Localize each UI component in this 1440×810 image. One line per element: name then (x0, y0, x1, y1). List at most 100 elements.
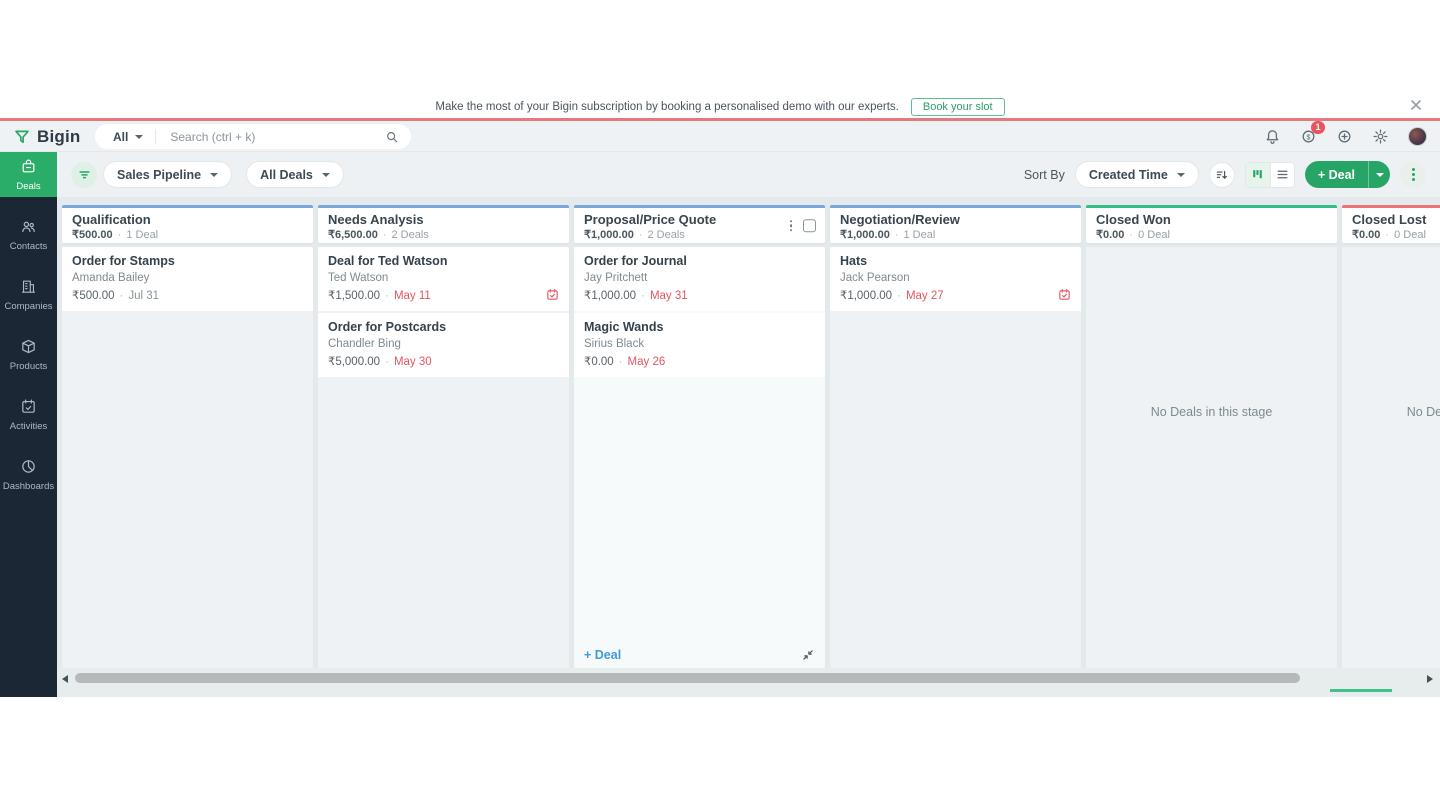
new-deal-split-button: + Deal (1304, 161, 1390, 188)
separator-dot: · (385, 290, 389, 302)
stage-deal-count: 2 Deals (391, 229, 429, 241)
notification-badge: 1 (1311, 121, 1325, 134)
stage-summary: ₹0.00 · 0 Deal (1352, 228, 1440, 242)
stage-header[interactable]: Closed Lost ₹0.00 · 0 Deal (1342, 205, 1440, 243)
chevron-down-icon (321, 172, 330, 177)
stage-header[interactable]: Proposal/Price Quote ₹1,000.00 · 2 Deals (574, 205, 825, 243)
deal-meta: ₹1,000.00 · May 31 (584, 289, 815, 304)
new-deal-button[interactable]: + Deal (1317, 167, 1355, 182)
deal-card[interactable]: Deal for Ted Watson Ted Watson ₹1,500.00 · M… (318, 247, 569, 311)
stage-amount: ₹1,000.00 (840, 229, 890, 241)
deal-meta: ₹1,500.00 · May 11 (328, 289, 559, 304)
sidebar-item-activities[interactable]: Activities (0, 392, 57, 438)
new-deal-dropdown[interactable] (1368, 161, 1390, 188)
stage-name: Negotiation/Review (840, 212, 960, 227)
sidebar-item-contacts[interactable]: Contacts (0, 212, 57, 258)
deal-card[interactable]: Order for Postcards Chandler Bing ₹5,000.0… (318, 313, 569, 377)
deal-meta: ₹5,000.00 · May 30 (328, 355, 559, 370)
sidebar-item-dashboards[interactable]: Dashboards (0, 452, 57, 498)
pipeline-selector[interactable]: Sales Pipeline (103, 161, 233, 188)
divider (155, 129, 157, 144)
quick-add-icon[interactable] (1336, 128, 1353, 145)
deal-title: Order for Stamps (72, 254, 175, 268)
horizontal-scrollbar (57, 672, 1440, 686)
separator-dot: · (1385, 229, 1390, 241)
deal-card[interactable]: Magic Wands Sirius Black ₹0.00 · May 26 (574, 313, 825, 377)
deal-close-date: May 27 (905, 290, 944, 302)
separator-dot: · (897, 290, 901, 302)
dashboards-icon (20, 458, 37, 478)
stage-name: Closed Won (1096, 212, 1171, 227)
stage-header[interactable]: Qualification ₹500.00 · 1 Deal (62, 205, 313, 243)
deal-title: Magic Wands (584, 320, 664, 334)
deals-filter-selector[interactable]: All Deals (246, 161, 344, 188)
stage-header[interactable]: Negotiation/Review ₹1,000.00 · 1 Deal (830, 205, 1081, 243)
deal-amount: ₹5,000.00 (328, 356, 381, 368)
search-input[interactable] (156, 129, 385, 144)
stage-select-checkbox[interactable] (803, 219, 816, 232)
stage-deal-count: 1 Deal (126, 229, 159, 241)
stage-name: Needs Analysis (328, 212, 424, 227)
svg-text:$: $ (1307, 133, 1311, 141)
user-avatar[interactable] (1408, 127, 1427, 146)
subscription-credits-icon[interactable]: $ 1 (1300, 121, 1325, 145)
scroll-left-arrow[interactable] (62, 675, 68, 683)
companies-icon (20, 278, 37, 298)
kanban-view-icon[interactable] (1245, 162, 1270, 187)
collapse-stage-icon[interactable] (801, 648, 815, 662)
deal-card[interactable]: Order for Journal Jay Pritchett ₹1,000.00 ·… (574, 247, 825, 311)
add-deal-link[interactable]: + Deal (584, 647, 622, 662)
sidebar-item-products[interactable]: Products (0, 332, 57, 378)
sidebar-item-deals[interactable]: Deals (0, 152, 57, 197)
deals-filter-value: All Deals (260, 167, 313, 182)
deal-amount: ₹1,500.00 (328, 290, 381, 302)
separator-dot: · (385, 356, 389, 368)
sort-order-icon[interactable] (1208, 161, 1235, 188)
separator-dot: · (641, 290, 645, 302)
deal-close-date: May 11 (393, 290, 431, 302)
stage-summary: ₹6,500.00 · 2 Deals (328, 228, 559, 242)
deals-toolbar: Sales Pipeline All Deals Sort By Created… (57, 152, 1440, 197)
search-scope-dropdown[interactable]: All (95, 130, 155, 144)
stage-header-actions (788, 218, 816, 234)
settings-gear-icon[interactable] (1372, 128, 1389, 145)
sidebar-item-companies[interactable]: Companies (0, 272, 57, 318)
stage-column: Closed Won ₹0.00 · 0 Deal No Deals in this s… (1086, 205, 1337, 668)
deal-card[interactable]: Order for Stamps Amanda Bailey ₹500.00 · Jul… (62, 247, 313, 311)
sort-field-value: Created Time (1088, 167, 1168, 182)
stage-column: Closed Lost ₹0.00 · 0 Deal No Deals in this … (1342, 205, 1440, 668)
stage-column: Proposal/Price Quote ₹1,000.00 · 2 Deals Ord… (574, 205, 825, 668)
deal-meta: ₹0.00 · May 26 (584, 355, 815, 370)
scroll-right-arrow[interactable] (1427, 675, 1433, 683)
banner-close-icon[interactable] (1410, 98, 1422, 110)
list-view-icon[interactable] (1269, 162, 1294, 187)
filter-icon[interactable] (71, 161, 97, 188)
stage-deal-count: 0 Deal (1138, 229, 1170, 241)
empty-stage-text: No Deals in this stage (1150, 405, 1273, 419)
sort-field-selector[interactable]: Created Time (1074, 161, 1199, 188)
deal-contact: Jack Pearson (840, 272, 910, 284)
brand[interactable]: Bigin (13, 121, 81, 152)
scrollbar-thumb[interactable] (75, 673, 1300, 683)
more-options-icon[interactable] (1400, 161, 1426, 188)
sidebar-item-label: Dashboards (2, 481, 55, 492)
banner-message: Make the most of your Bigin subscription… (435, 100, 899, 113)
chevron-down-icon (1375, 172, 1384, 177)
stage-summary: ₹0.00 · 0 Deal (1096, 228, 1327, 242)
stage-body: Order for Stamps Amanda Bailey ₹500.00 · Jul… (62, 247, 313, 668)
stage-summary: ₹1,000.00 · 1 Deal (840, 228, 1071, 242)
stage-header[interactable]: Needs Analysis ₹6,500.00 · 2 Deals (318, 205, 569, 243)
notifications-bell-icon[interactable] (1264, 128, 1281, 145)
deal-contact: Jay Pritchett (584, 272, 648, 284)
main-area: Sales Pipeline All Deals Sort By Created… (57, 152, 1440, 697)
separator-dot: · (119, 290, 124, 302)
stage-amount: ₹0.00 (1352, 229, 1381, 241)
stage-header[interactable]: Closed Won ₹0.00 · 0 Deal (1086, 205, 1337, 243)
chevron-down-icon (1176, 172, 1185, 177)
deal-close-date: Jul 31 (128, 290, 160, 302)
global-search: All (95, 124, 411, 149)
separator-dot: · (117, 229, 122, 241)
deal-card[interactable]: Hats Jack Pearson ₹1,000.00 · May 27 (830, 247, 1081, 311)
stage-menu-icon[interactable] (788, 218, 795, 234)
book-your-slot-button[interactable]: Book your slot (910, 97, 1005, 116)
